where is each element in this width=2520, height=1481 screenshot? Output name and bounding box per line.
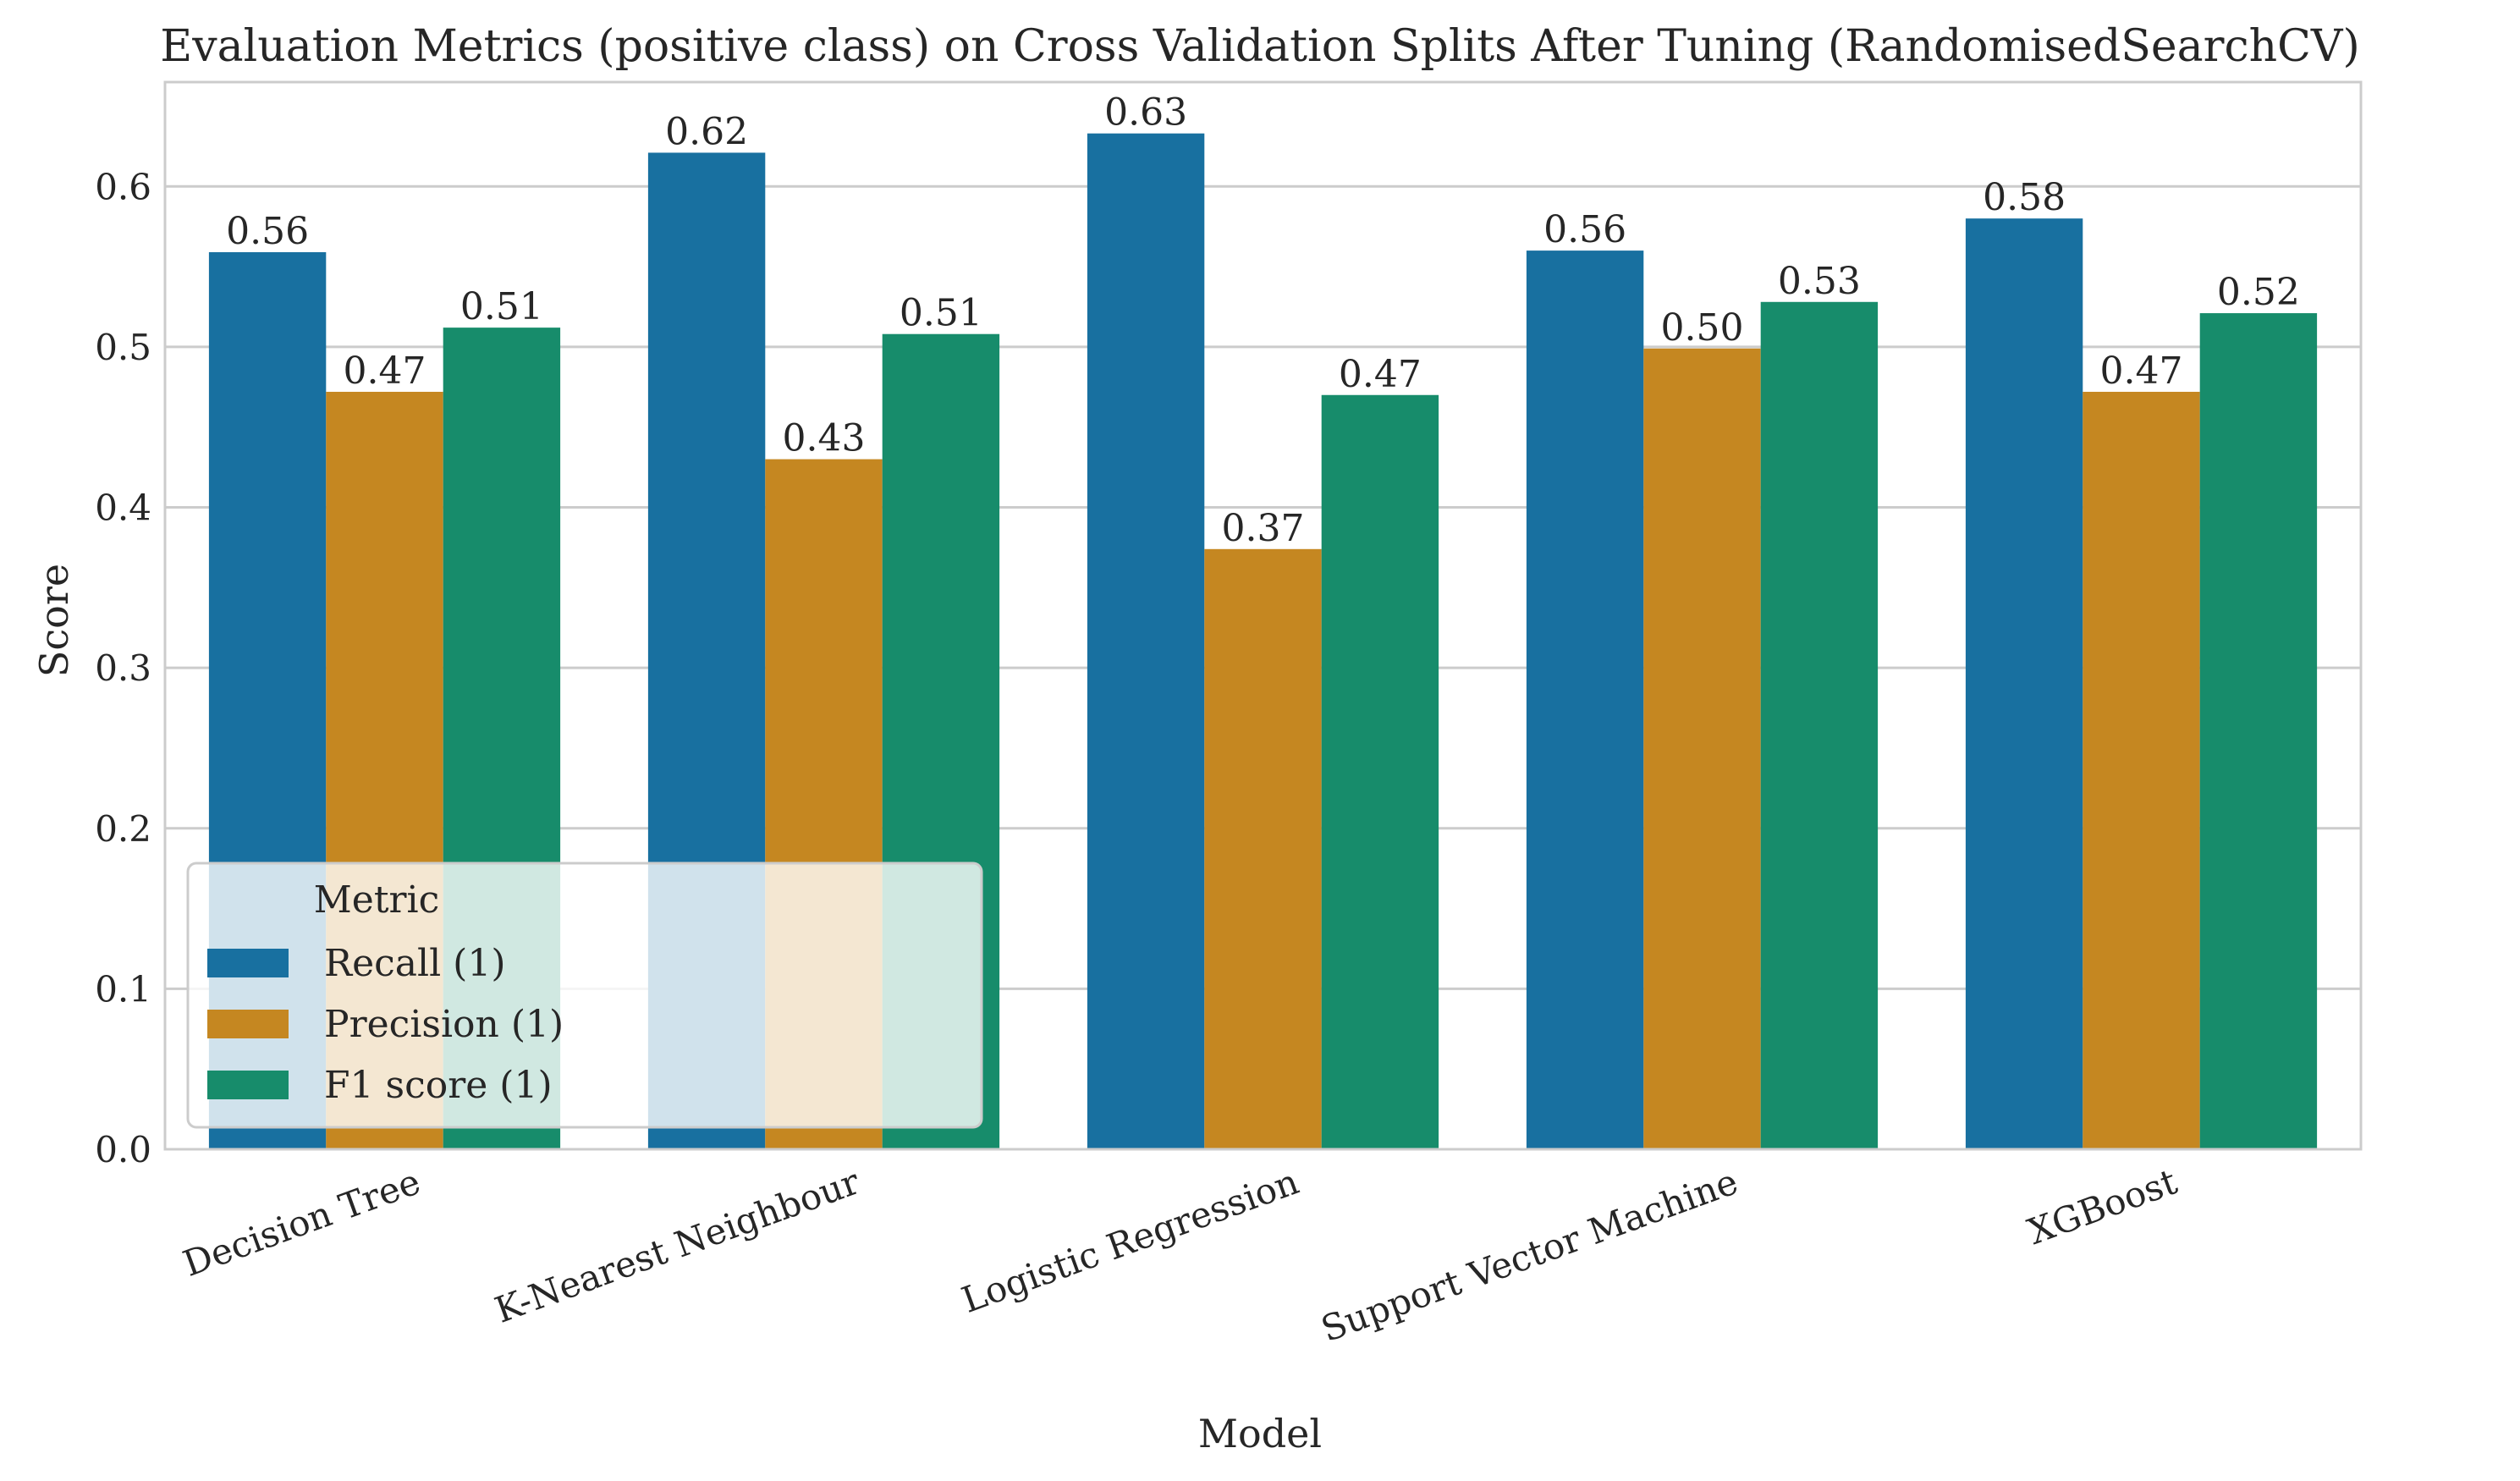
bar — [1526, 251, 1644, 1150]
bar-value-label: 0.50 — [1661, 306, 1744, 350]
bar-value-label: 0.58 — [1983, 176, 2066, 219]
legend-box — [186, 862, 983, 1129]
legend-label: F1 score (1) — [324, 1064, 553, 1107]
bar-value-label: 0.51 — [900, 292, 982, 335]
y-tick-labels: 0.0 0.1 0.2 0.3 0.4 0.5 0.6 — [95, 166, 151, 1170]
plot-frame — [163, 80, 2363, 1151]
y-tick-label: 0.3 — [95, 647, 151, 689]
bar-value-label: 0.47 — [1339, 353, 1422, 396]
bar — [2199, 313, 2318, 1149]
bar — [1643, 348, 1761, 1149]
bar — [1087, 133, 1205, 1150]
legend: Metric Recall (1) Precision (1) F1 score (… — [186, 862, 983, 1129]
legend-label: Recall (1) — [324, 942, 506, 985]
bar-value-label: 0.47 — [2100, 350, 2183, 393]
legend-label: Precision (1) — [324, 1003, 564, 1046]
y-tick-label: 0.4 — [95, 487, 151, 529]
bar — [1204, 548, 1322, 1149]
y-axis-label: Score — [31, 564, 77, 677]
bar-value-label: 0.37 — [1222, 507, 1305, 550]
legend-swatch — [207, 1010, 289, 1038]
y-tick-label: 0.5 — [95, 327, 151, 368]
y-tick-label: 0.0 — [95, 1129, 151, 1170]
bar — [2083, 391, 2200, 1149]
bar-value-label: 0.43 — [783, 417, 866, 460]
bar — [1760, 301, 1879, 1149]
bar-value-label: 0.56 — [1543, 208, 1626, 251]
y-tick-label: 0.6 — [95, 166, 151, 207]
legend-title: Metric — [314, 878, 440, 922]
legend-swatch — [207, 1071, 289, 1099]
y-tick-label: 0.2 — [95, 808, 151, 850]
bar-value-label: 0.53 — [1778, 260, 1861, 303]
legend-swatch — [207, 949, 289, 977]
x-axis-label: Model — [1198, 1411, 1322, 1456]
bar-value-label: 0.51 — [460, 285, 543, 328]
bar — [1321, 394, 1439, 1149]
bar — [1965, 218, 2083, 1150]
data-labels: 0.56 0.47 0.51 0.62 0.43 0.51 0.63 0.37 0.47 0.56… — [226, 91, 2300, 550]
chart-title: Evaluation Metrics (positive class) on C… — [160, 21, 2360, 72]
bar-value-label: 0.62 — [665, 110, 748, 153]
bar-value-label: 0.63 — [1104, 91, 1187, 135]
bar-value-label: 0.56 — [226, 210, 309, 253]
bar-value-label: 0.47 — [344, 350, 426, 393]
y-tick-label: 0.1 — [95, 968, 151, 1010]
bar-value-label: 0.52 — [2217, 271, 2300, 314]
